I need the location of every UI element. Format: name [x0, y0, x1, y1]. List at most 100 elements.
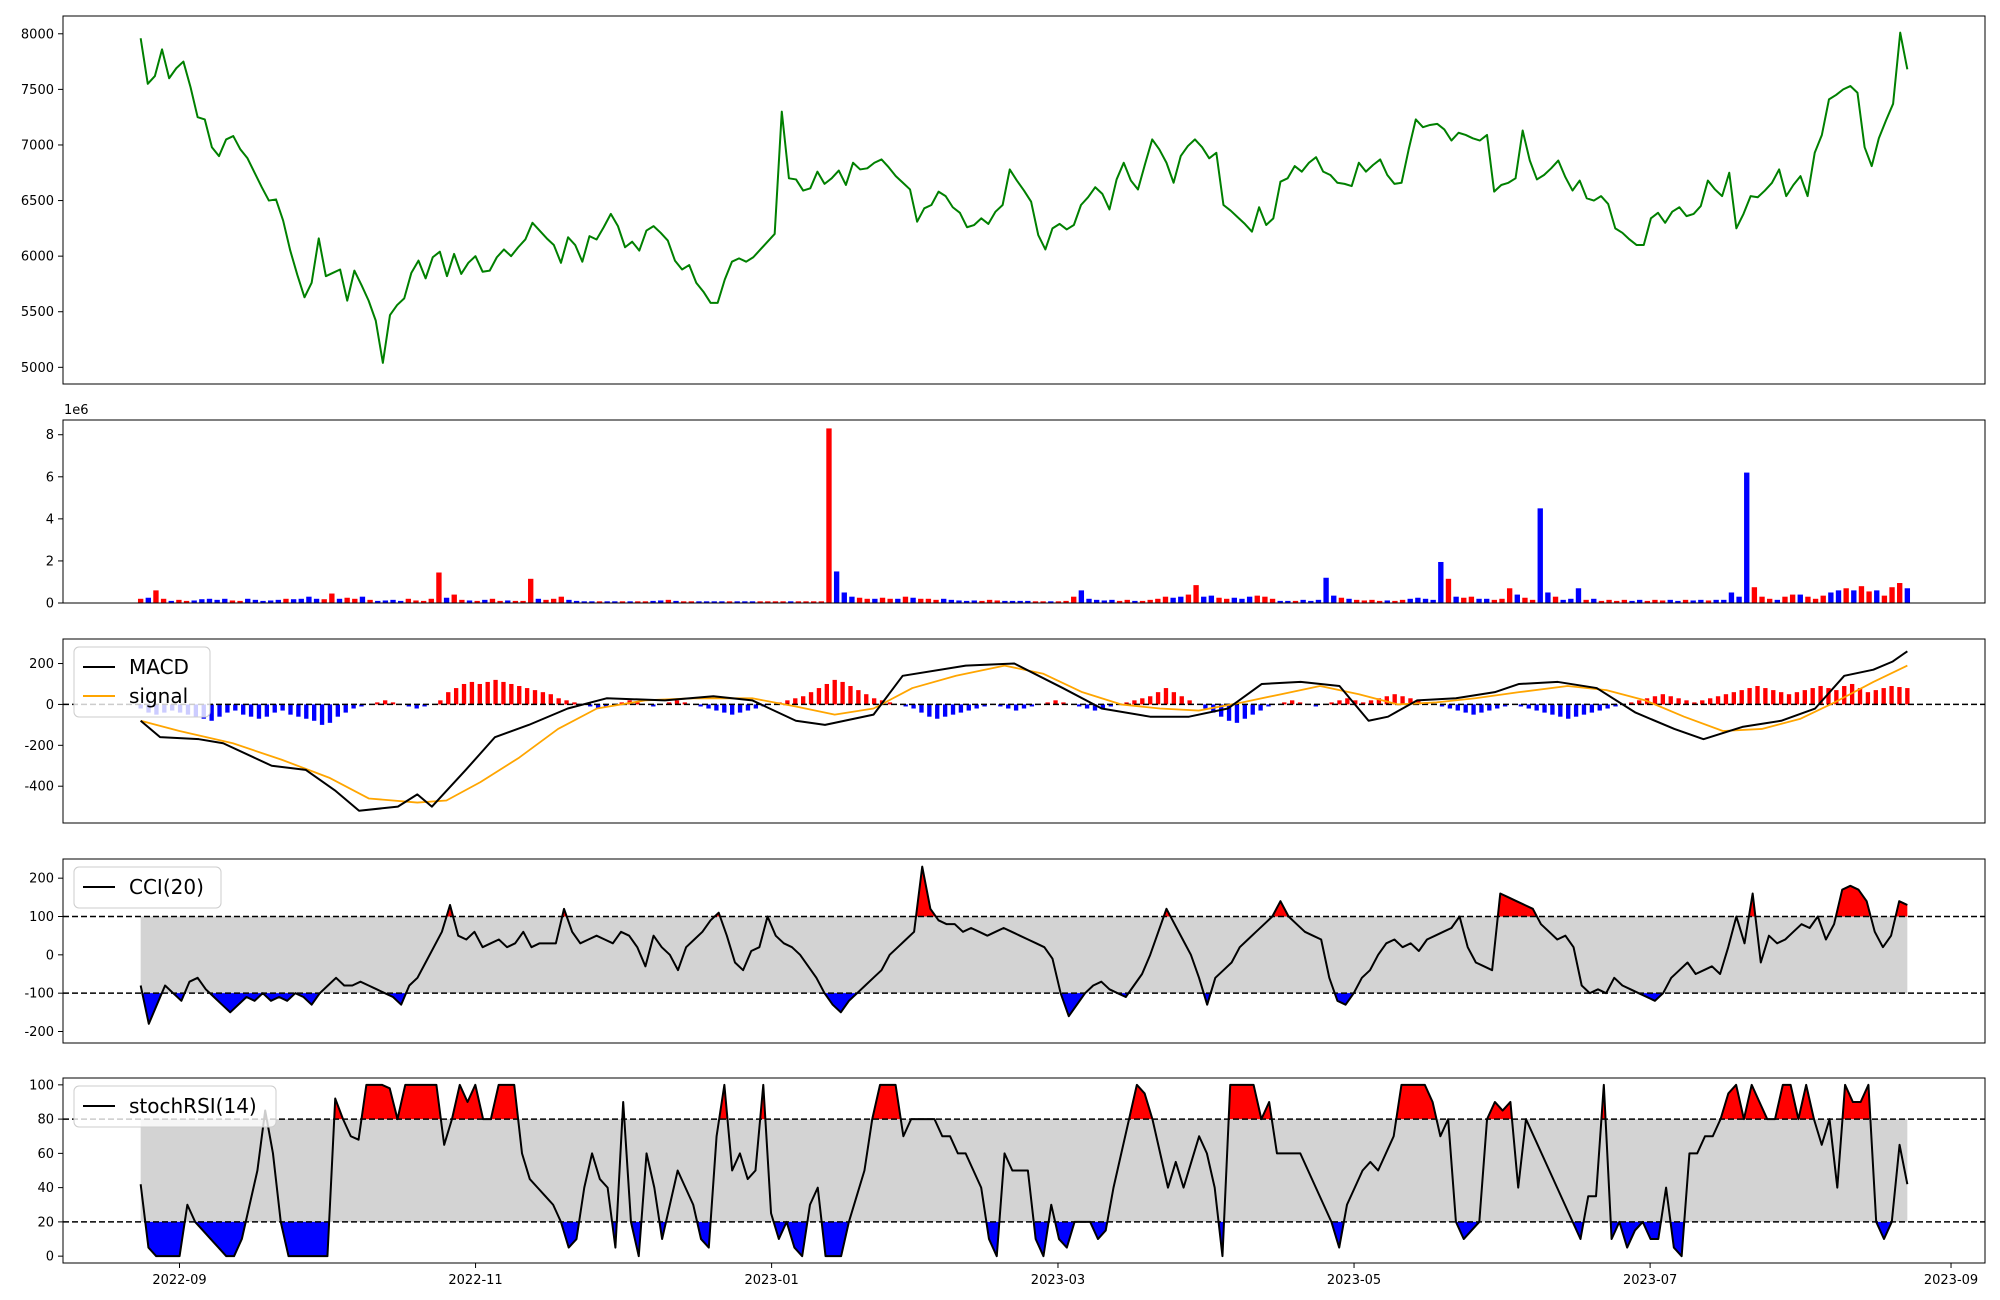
- x-tick-label: 2023-05: [1327, 1273, 1381, 1288]
- oversold-fill: [786, 1221, 808, 1257]
- volume-bar: [780, 601, 786, 603]
- macd-histogram-bar: [1786, 694, 1792, 705]
- y-tick-label: 60: [37, 1147, 54, 1162]
- volume-bar: [1468, 596, 1475, 603]
- volume-bar: [703, 601, 710, 603]
- macd-histogram-bar: [927, 704, 932, 717]
- macd-histogram-bar: [1455, 704, 1460, 711]
- y-tick-label: 80: [37, 1113, 54, 1128]
- overbought-fill: [1396, 1084, 1437, 1120]
- overbought-fill: [1497, 893, 1537, 917]
- macd-histogram-bar: [942, 704, 948, 717]
- volume-bar: [283, 598, 289, 603]
- volume-bar: [1751, 587, 1758, 603]
- overbought-fill: [1228, 1084, 1262, 1120]
- macd-histogram-bar: [1707, 698, 1713, 705]
- y-tick-label: 5000: [21, 361, 54, 376]
- macd-histogram-bar: [1573, 704, 1579, 717]
- macd-histogram-bar: [1368, 700, 1374, 705]
- macd-histogram-bar: [1250, 704, 1255, 715]
- macd-histogram-bar: [1660, 694, 1666, 705]
- y-tick-label: 4: [46, 512, 54, 527]
- volume-bar: [1484, 598, 1490, 603]
- macd-histogram-bar: [477, 683, 482, 705]
- oversold-fill: [1090, 1221, 1108, 1240]
- panel-frame: [62, 419, 1986, 604]
- macd-histogram-bar: [548, 694, 553, 705]
- volume-bar: [482, 599, 488, 603]
- macd-histogram-bar: [1471, 704, 1476, 715]
- macd-histogram-bar: [974, 704, 979, 709]
- volume-bar: [635, 601, 641, 603]
- volume-bar: [627, 601, 633, 603]
- macd-histogram-bar: [1061, 702, 1066, 705]
- volume-bar: [306, 596, 312, 603]
- macd-histogram-bar: [824, 683, 829, 705]
- volume-bar: [137, 598, 144, 603]
- y-tick-label: -200: [24, 739, 54, 754]
- macd-histogram-bar: [619, 702, 624, 705]
- macd-histogram-bar: [1163, 688, 1169, 705]
- oversold-fill: [280, 1221, 330, 1257]
- volume-bar: [1361, 600, 1368, 603]
- overbought-fill: [872, 1084, 901, 1120]
- macd-histogram-bar: [312, 704, 317, 721]
- volume-bar: [153, 590, 159, 603]
- macd-histogram-bar: [469, 681, 475, 705]
- volume-bar: [1399, 599, 1406, 603]
- volume-bar: [1331, 595, 1337, 603]
- volume-bar: [1093, 599, 1100, 603]
- macd-histogram-bar: [1226, 704, 1232, 721]
- volume-bar: [772, 601, 779, 603]
- macd-histogram-bar: [1495, 704, 1500, 709]
- macd-histogram-bar: [1747, 688, 1752, 705]
- macd-histogram-bar: [1100, 704, 1106, 709]
- y-tick-label: 6500: [21, 194, 54, 209]
- volume-bar: [1476, 598, 1482, 603]
- macd-histogram-bar: [564, 700, 569, 705]
- volume-bar: [1101, 600, 1107, 603]
- volume-bar: [206, 598, 213, 603]
- volume-bar: [398, 600, 404, 603]
- macd-histogram-bar: [998, 704, 1003, 707]
- macd-histogram-bar: [588, 704, 593, 707]
- y-tick-label: 0: [46, 948, 54, 963]
- volume-bar: [1040, 601, 1046, 603]
- macd-histogram-bar: [1171, 692, 1177, 705]
- macd-histogram-bar: [1723, 694, 1729, 705]
- panel-frame: [62, 858, 1986, 1044]
- volume-bar: [160, 598, 167, 603]
- macd-histogram-bar: [532, 690, 538, 705]
- legend-box: [73, 866, 222, 909]
- volume-bar: [910, 597, 916, 603]
- macd-histogram-bar: [1518, 704, 1524, 707]
- macd-histogram-bar: [446, 692, 451, 705]
- macd-histogram-bar: [1849, 683, 1855, 705]
- y-tick-label: 5500: [21, 305, 54, 320]
- volume-bar: [1858, 586, 1865, 603]
- macd-histogram-bar: [1534, 704, 1539, 711]
- volume-bar: [405, 598, 412, 603]
- macd-histogram-bar: [272, 704, 277, 713]
- volume-bar: [520, 600, 526, 603]
- macd-histogram-bar: [1889, 686, 1894, 705]
- y-tick-label: 8000: [21, 27, 54, 42]
- macd-histogram-bar: [319, 704, 325, 725]
- macd-histogram-bar: [422, 704, 427, 707]
- macd-histogram-bar: [1006, 704, 1011, 709]
- volume-bar: [443, 597, 450, 603]
- macd-histogram-bar: [390, 702, 396, 705]
- macd-histogram-bar: [722, 704, 727, 713]
- volume-bar: [1017, 600, 1023, 603]
- macd-histogram-bar: [438, 700, 443, 705]
- volume-bar: [1621, 599, 1628, 603]
- volume-bar: [428, 598, 434, 603]
- volume-bar: [680, 601, 687, 603]
- macd-histogram-bar: [1637, 700, 1642, 705]
- macd-histogram-bar: [856, 690, 861, 705]
- macd-histogram-bar: [1771, 690, 1776, 705]
- volume-bar: [1835, 590, 1842, 603]
- macd-histogram-bar: [406, 704, 411, 707]
- volume-bar: [742, 601, 748, 603]
- volume-bar: [382, 600, 389, 603]
